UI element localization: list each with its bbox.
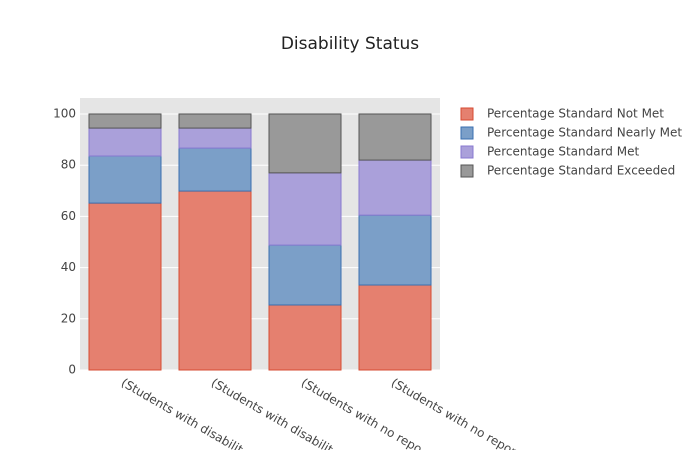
y-tick-label: 80 [61,158,76,172]
y-tick-label: 100 [53,107,76,121]
bar-segment [88,202,162,371]
legend-swatch[interactable] [460,107,474,121]
bar-segment [178,127,252,149]
legend-swatch[interactable] [460,164,474,178]
legend-swatch[interactable] [460,126,474,140]
bar-segment [88,127,162,157]
bar-segment [268,304,342,371]
bar-segment [178,113,252,129]
y-tick-label: 0 [68,363,76,377]
legend-label[interactable]: Percentage Standard Nearly Met [487,126,682,140]
bar-segment [358,159,432,216]
legend-swatch[interactable] [460,145,474,159]
bar-segment [88,113,162,129]
bar-segment [358,284,432,371]
legend-label[interactable]: Percentage Standard Exceeded [487,164,675,178]
bar-segment [268,113,342,174]
chart-title: Disability Status [281,34,419,54]
bar-segment [268,172,342,246]
y-tick-label: 20 [61,311,76,325]
bar-segment [268,244,342,306]
bar-segment [358,113,432,161]
y-tick-label: 40 [61,260,76,274]
bar-segment [358,214,432,286]
legend-label[interactable]: Percentage Standard Met [487,145,639,159]
bar-segment [178,147,252,192]
bar-segment [88,155,162,204]
legend-label[interactable]: Percentage Standard Not Met [487,107,664,121]
bar-segment [178,190,252,371]
y-tick-label: 60 [61,209,76,223]
